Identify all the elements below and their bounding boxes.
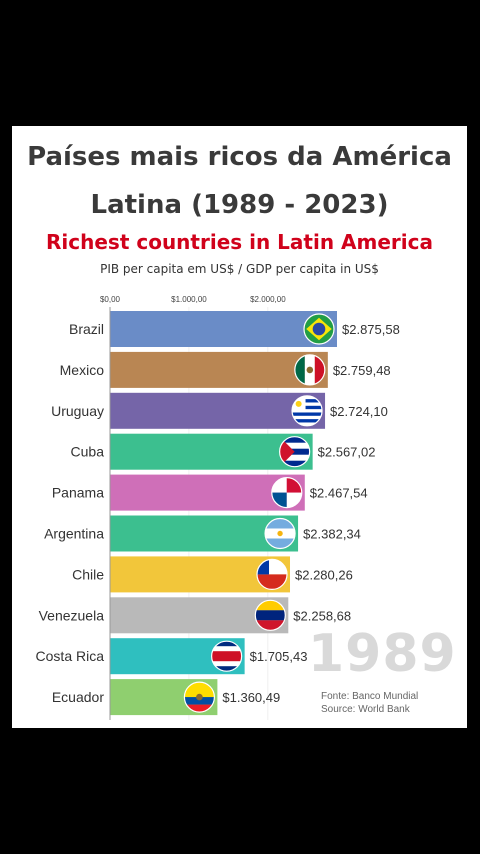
value-label: $2.759,48 — [333, 363, 391, 378]
category-label: Venezuela — [39, 607, 105, 623]
year-label: 1989 — [308, 624, 457, 684]
mexico-flag-icon — [294, 354, 325, 385]
value-label: $1.360,49 — [222, 690, 280, 705]
chart-title-line1: Países mais ricos da América — [27, 142, 452, 172]
bar-row: Brazil $2.875,58 — [69, 311, 400, 347]
value-label: $1.705,43 — [250, 649, 308, 664]
value-label: $2.467,54 — [310, 486, 368, 501]
value-label: $2.724,10 — [330, 404, 388, 419]
chile-flag-icon — [257, 559, 288, 590]
x-tick-label: $2.000,00 — [250, 295, 286, 304]
bar-row: Ecuador $1.360,49 — [52, 679, 280, 716]
chart-subtitle: Richest countries in Latin America — [46, 230, 433, 254]
costa-rica-flag-icon — [211, 641, 242, 672]
x-tick-label: $1.000,00 — [171, 295, 207, 304]
category-label: Panama — [52, 485, 104, 501]
category-label: Costa Rica — [36, 648, 105, 664]
value-label: $2.567,02 — [318, 445, 376, 460]
category-label: Mexico — [60, 362, 105, 378]
bar — [110, 351, 328, 388]
category-label: Brazil — [69, 321, 104, 337]
bar-row: Argentina $2.382,34 — [44, 515, 361, 552]
bar — [110, 392, 326, 429]
category-label: Argentina — [44, 526, 104, 542]
category-label: Ecuador — [52, 689, 104, 705]
bar — [110, 311, 337, 347]
value-label: $2.258,68 — [293, 608, 351, 623]
bar-row: Costa Rica $1.705,43 — [36, 638, 308, 675]
bar-row: Uruguay $2.724,10 — [51, 392, 388, 429]
category-label: Cuba — [71, 444, 105, 460]
bar — [110, 433, 313, 470]
bar-row: Cuba $2.567,02 — [71, 433, 376, 470]
value-label: $2.382,34 — [303, 527, 361, 542]
bar-chart: $0,00 $1.000,00 $2.000,00 Brazil $2.875,58 Me… — [36, 295, 400, 720]
source-line-en: Source: World Bank — [321, 704, 410, 715]
source-line-pt: Fonte: Banco Mundial — [321, 691, 419, 702]
cuba-flag-icon — [279, 436, 310, 467]
chart-caption: PIB per capita em US$ / GDP per capita i… — [100, 262, 379, 276]
category-label: Chile — [72, 566, 104, 582]
uruguay-flag-icon — [292, 395, 323, 426]
ecuador-flag-icon — [184, 682, 215, 713]
chart-card: Países mais ricos da América Latina (198… — [12, 126, 467, 728]
value-label: $2.875,58 — [342, 322, 400, 337]
category-label: Uruguay — [51, 403, 104, 419]
bar-row: Panama $2.467,54 — [52, 474, 368, 511]
venezuela-flag-icon — [255, 600, 286, 631]
x-tick-label: $0,00 — [100, 295, 121, 304]
bar-row: Chile $2.280,26 — [72, 556, 353, 593]
value-label: $2.280,26 — [295, 567, 353, 582]
brazil-flag-icon — [304, 314, 334, 344]
bar-row: Venezuela $2.258,68 — [39, 597, 351, 634]
bar-row: Mexico $2.759,48 — [60, 351, 391, 388]
chart-title-line2: Latina (1989 - 2023) — [90, 190, 389, 220]
argentina-flag-icon — [265, 518, 296, 549]
